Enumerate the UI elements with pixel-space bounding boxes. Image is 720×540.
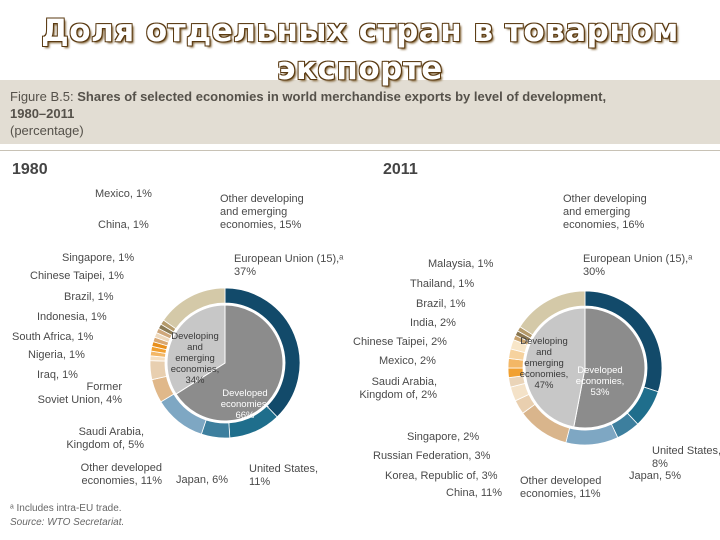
label-2011-china: China, 11% — [446, 487, 503, 499]
slide-title: Доля отдельных стран в товарном экспорте — [41, 13, 679, 87]
label-2011-japan: Japan, 5% — [629, 470, 681, 482]
label-2011-korea: Korea, Republic of, 3% — [385, 470, 498, 482]
label-1980-brazil: Brazil, 1% — [64, 291, 114, 303]
slice-1980-other-developing-and-emerging-economies — [162, 287, 226, 330]
inner-label-1980-developed: Developed economies, 66% — [220, 388, 270, 421]
figure-unit: (percentage) — [10, 123, 84, 138]
label-1980-former-soviet-union: Former Soviet Union, 4% — [37, 381, 122, 406]
label-2011-russia: Russian Federation, 3% — [373, 450, 491, 462]
figure-header: Figure B.5: Shares of selected economies… — [0, 80, 720, 144]
inner-slice-2011-developed — [573, 307, 646, 429]
label-1980-united-states: United States, 11% — [249, 463, 319, 488]
label-2011-thailand: Thailand, 1% — [410, 278, 475, 290]
label-1980-japan: Japan, 6% — [176, 474, 228, 486]
figure-title-line: Figure B.5: Shares of selected economies… — [10, 89, 606, 104]
inner-label-2011-developed: Developed economies, 53% — [575, 365, 625, 398]
label-1980-other-developing: Other developing and emerging economies, 1… — [220, 193, 304, 231]
label-2011-saudi-arabia: Saudi Arabia, Kingdom of, 2% — [359, 376, 437, 401]
figure-period: 1980–2011 — [10, 106, 75, 121]
inner-slice-2011-developing — [524, 307, 586, 428]
chart-1980-title: 1980 — [12, 161, 48, 178]
inner-label-2011-developing: Developing and emerging economies, 47% — [519, 336, 569, 391]
label-1980-nigeria: Nigeria, 1% — [28, 349, 85, 361]
slice-2011-other-developing-and-emerging-economies — [519, 290, 586, 336]
label-1980-mexico: Mexico, 1% — [95, 188, 152, 200]
label-2011-singapore: Singapore, 2% — [407, 431, 480, 443]
inner-label-1980-developing: Developing and emerging economies, 34% — [170, 331, 220, 386]
label-2011-brazil: Brazil, 1% — [416, 298, 466, 310]
label-1980-chinese-taipei: Chinese Taipei, 1% — [30, 270, 124, 282]
label-1980-iraq: Iraq, 1% — [37, 369, 78, 381]
label-1980-singapore: Singapore, 1% — [62, 252, 135, 264]
label-2011-chinese-taipei: Chinese Taipei, 2% — [353, 336, 447, 348]
label-2011-united-states: United States, 8% — [652, 445, 720, 470]
inner-slice-1980-developed — [175, 304, 284, 422]
label-2011-india: India, 2% — [410, 317, 456, 329]
label-1980-south-africa: South Africa, 1% — [12, 331, 94, 343]
label-1980-indonesia: Indonesia, 1% — [37, 311, 107, 323]
figure-divider — [0, 150, 720, 151]
figure-label: Figure B.5: — [10, 89, 74, 104]
label-1980-saudi-arabia: Saudi Arabia, Kingdom of, 5% — [66, 426, 144, 451]
label-2011-mexico: Mexico, 2% — [379, 355, 436, 367]
label-2011-other-developed: Other developed economies, 11% — [520, 475, 602, 500]
label-1980-china: China, 1% — [98, 219, 149, 231]
inner-slice-1980-developing — [166, 304, 226, 395]
label-1980-european-union: European Union (15),ᵃ 37% — [234, 253, 344, 278]
figure-title: Shares of selected economies in world me… — [77, 89, 607, 104]
footnote-source: Source: WTO Secretariat. — [10, 517, 125, 528]
slice-1980-japan — [200, 419, 231, 439]
footnote-intra-eu: ᵃ Includes intra-EU trade. — [10, 503, 122, 514]
label-1980-other-developed: Other developed economies, 11% — [80, 462, 162, 487]
label-2011-european-union: European Union (15),ᵃ 30% — [583, 253, 693, 278]
label-2011-malaysia: Malaysia, 1% — [428, 258, 494, 270]
chart-2011-title: 2011 — [383, 161, 418, 178]
label-2011-other-developing: Other developing and emerging economies, 1… — [563, 193, 647, 231]
